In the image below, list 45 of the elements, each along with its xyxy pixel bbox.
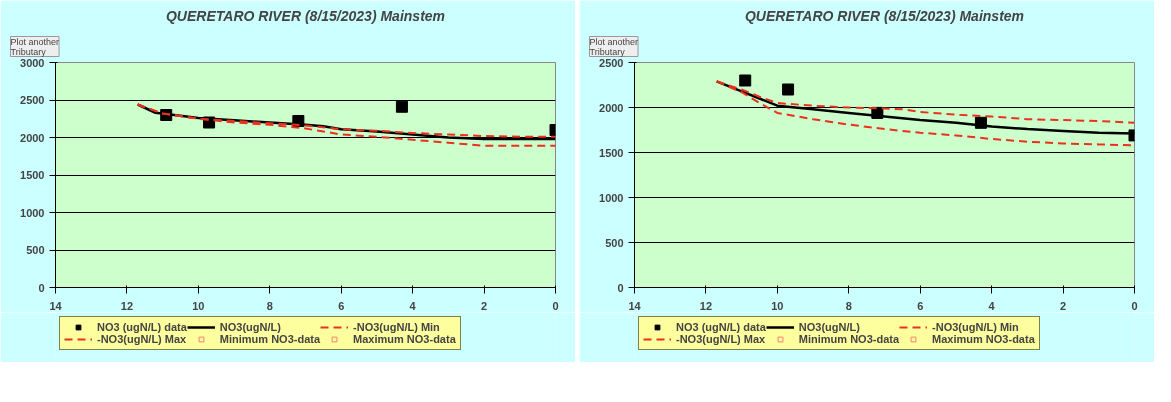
y-tick-label: 1000 [20,206,45,219]
x-tick-label: 12 [699,299,713,312]
chart-title: QUERETARO RIVER (8/15/2023) Mainstem [165,7,446,24]
y-tick-label: 500 [605,236,624,249]
text: Plot another Tributary [589,36,639,57]
y-tick-label: 1500 [20,169,45,181]
x-tick-label: 10 [771,299,784,312]
legend-label: NO3(ugN/L) [219,321,281,333]
legend-label: NO3(ugN/L) [798,321,860,333]
x-tick-label: 4 [409,299,417,312]
x-tick-label: 4 [988,299,996,312]
x-tick-label: 6 [917,299,924,312]
legend-label: NO3 (ugN/L) data [97,321,187,333]
y-tick-label: 0 [617,281,624,294]
x-tick-label: 2 [1060,299,1067,312]
x-tick-label: 14 [628,299,642,312]
y-tick-label: 1500 [599,146,624,159]
legend-label: NO3 (ugN/L) data [676,321,766,333]
y-tick-label: 2000 [20,131,45,144]
y-tick-label: 2000 [599,101,624,114]
legend-label: Maximum NO3-data [353,333,456,345]
text: Plot another Tributary [10,36,60,57]
x-tick-label: 12 [120,299,134,312]
y-tick-label: 2500 [599,56,624,69]
y-tick-label: 2500 [20,94,45,106]
chart-title: QUERETARO RIVER (8/15/2023) Mainstem [744,7,1025,24]
x-tick-label: 10 [192,299,205,312]
legend-label: Minimum NO3-data [219,333,321,345]
x-tick-label: 8 [845,299,852,312]
legend-label: -NO3(ugN/L) Max [97,333,187,345]
y-tick-label: 0 [38,281,45,294]
legend-label: -NO3(ugN/L) Min [353,321,440,333]
legend-label: Minimum NO3-data [798,333,900,345]
y-tick-label: 3000 [20,56,45,69]
legend-label: -NO3(ugN/L) Max [676,333,766,345]
y-tick-label: 500 [26,244,45,256]
legend-label: Maximum NO3-data [932,333,1035,345]
x-tick-label: 0 [1131,299,1138,312]
x-tick-label: 0 [552,299,559,312]
y-tick-label: 1000 [599,191,624,204]
x-tick-label: 8 [266,299,273,312]
legend-label: -NO3(ugN/L) Min [932,321,1019,333]
x-tick-label: 14 [49,299,63,312]
x-tick-label: 6 [338,299,345,312]
x-tick-label: 2 [481,299,488,312]
